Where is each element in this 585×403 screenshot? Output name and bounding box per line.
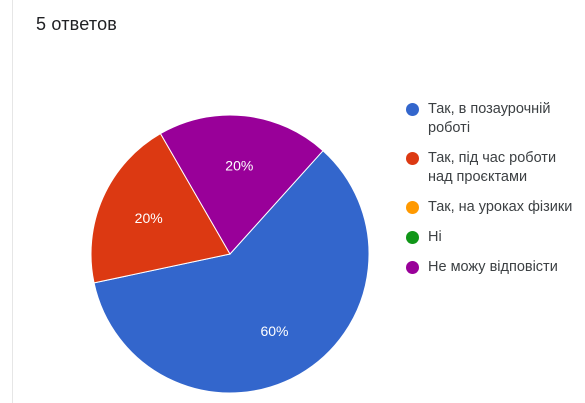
card-left-border — [12, 0, 13, 403]
legend-label: Так, в позаурочній роботі — [428, 101, 551, 136]
legend-swatch-icon — [406, 152, 419, 165]
pie-slice-label-1: 20% — [135, 210, 163, 226]
chart-legend: Так, в позаурочній роботі Так, під час ро… — [404, 100, 584, 288]
legend-swatch-icon — [406, 261, 419, 274]
legend-label: Так, під час роботи над проєктами — [428, 150, 557, 185]
legend-label: Не можу відповісти — [428, 259, 558, 275]
legend-item-2[interactable]: Так, на уроках фізики — [404, 198, 584, 217]
pie-slice-label-0: 60% — [260, 323, 288, 339]
legend-label: Так, на уроках фізики — [428, 199, 573, 215]
pie-slices — [90, 114, 370, 394]
legend-item-0[interactable]: Так, в позаурочній роботі — [404, 100, 584, 138]
pie-slice-0[interactable] — [93, 149, 370, 394]
legend-item-1[interactable]: Так, під час роботи над проєктами — [404, 149, 584, 187]
pie-slice-4[interactable] — [159, 114, 324, 255]
pie-slice-labels: 60% 20% 20% — [135, 158, 289, 340]
pie-slice-label-4: 20% — [225, 158, 253, 174]
pie-slice-1[interactable] — [90, 132, 231, 284]
legend-swatch-icon — [406, 103, 419, 116]
response-count: 5 ответов — [36, 14, 118, 34]
legend-swatch-icon — [406, 231, 419, 244]
legend-item-4[interactable]: Не можу відповісти — [404, 258, 584, 277]
legend-label: Ні — [428, 229, 442, 245]
legend-swatch-icon — [406, 201, 419, 214]
legend-item-3[interactable]: Ні — [404, 228, 584, 247]
